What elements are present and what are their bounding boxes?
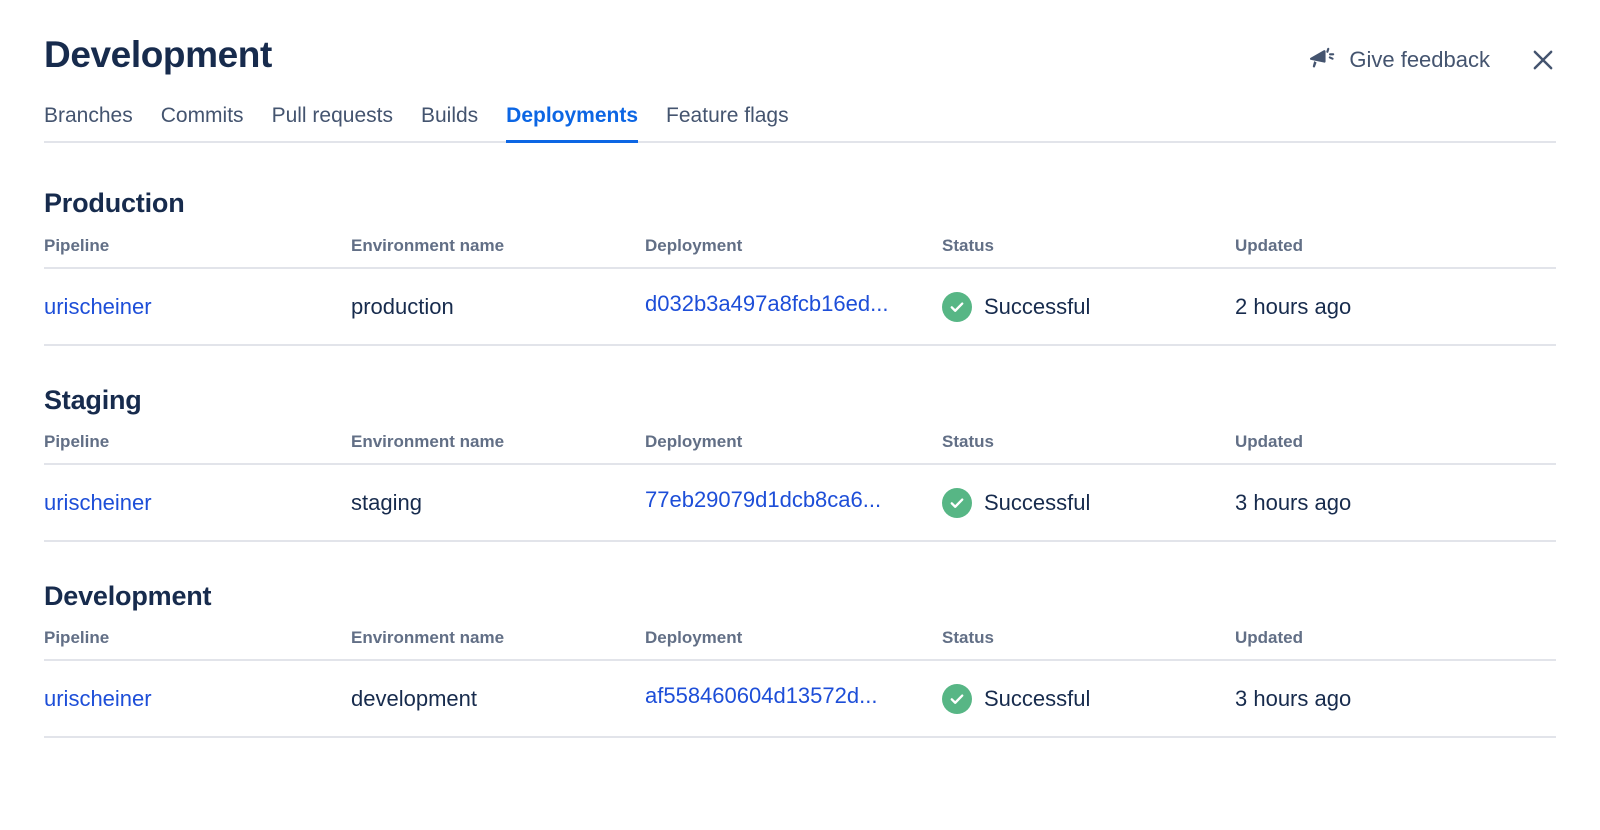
header-actions: Give feedback [1304, 34, 1560, 77]
tab-deployments[interactable]: Deployments [506, 103, 639, 144]
column-header-pipeline: Pipeline [44, 628, 351, 662]
pipeline-link[interactable]: urischeiner [44, 489, 152, 515]
column-header-status: Status [942, 431, 1235, 465]
column-header-deployment: Deployment [645, 235, 942, 269]
pipeline-link[interactable]: urischeiner [44, 686, 152, 712]
give-feedback-button[interactable]: Give feedback [1304, 43, 1492, 77]
section-title: Development [44, 580, 212, 611]
tab-feature-flags[interactable]: Feature flags [666, 103, 789, 143]
tab-pull-requests[interactable]: Pull requests [272, 103, 393, 143]
tab-branches[interactable]: Branches [44, 103, 133, 143]
column-header-environment: Environment name [351, 235, 645, 269]
deployments-table: Pipeline Environment name Deployment Status… [44, 235, 1556, 346]
tab-commits[interactable]: Commits [161, 103, 244, 143]
cell-environment-name: development [351, 660, 645, 739]
environment-section: Production Pipeline Environment name Deploy… [44, 187, 1556, 346]
close-button[interactable] [1526, 43, 1560, 77]
check-circle-icon [942, 684, 972, 715]
status-label: Successful [984, 686, 1091, 712]
cell-updated: 3 hours ago [1235, 660, 1556, 739]
close-icon [1529, 46, 1557, 74]
environment-section: Development Pipeline Environment name Deplo… [44, 580, 1556, 739]
table-header-row: Pipeline Environment name Deployment Status… [44, 235, 1556, 269]
environment-section: Staging Pipeline Environment name Deploymen… [44, 384, 1556, 542]
deployment-link[interactable]: 77eb29079d1dcb8ca6... [645, 486, 882, 512]
column-header-pipeline: Pipeline [44, 431, 351, 465]
column-header-pipeline: Pipeline [44, 235, 351, 269]
check-circle-icon [942, 487, 972, 518]
status-badge: Successful [942, 487, 1235, 518]
cell-environment-name: production [351, 267, 645, 346]
column-header-status: Status [942, 235, 1235, 269]
section-title: Production [44, 188, 185, 219]
page-header: Development Give feedback [0, 0, 1600, 77]
column-header-updated: Updated [1235, 628, 1556, 662]
cell-environment-name: staging [351, 463, 645, 542]
column-header-environment: Environment name [351, 628, 645, 662]
column-header-updated: Updated [1235, 431, 1556, 465]
column-header-deployment: Deployment [645, 628, 942, 662]
table-row: urischeiner staging 77eb29079d1dcb8ca6... S… [44, 463, 1556, 542]
deployments-table: Pipeline Environment name Deployment Status… [44, 431, 1556, 542]
column-header-updated: Updated [1235, 235, 1556, 269]
page-title: Development [44, 34, 272, 75]
cell-pipeline: urischeiner [44, 463, 351, 542]
tab-list: Branches Commits Pull requests Builds Deploy… [44, 103, 1556, 144]
cell-deployment: 77eb29079d1dcb8ca6... [645, 463, 942, 542]
status-label: Successful [984, 293, 1091, 319]
status-label: Successful [984, 489, 1091, 515]
tabs-container: Branches Commits Pull requests Builds Deploy… [0, 103, 1600, 144]
cell-status: Successful [942, 660, 1235, 739]
pipeline-link[interactable]: urischeiner [44, 293, 152, 319]
deployments-table: Pipeline Environment name Deployment Status… [44, 628, 1556, 739]
deployments-content: Production Pipeline Environment name Deploy… [0, 187, 1600, 739]
table-row: urischeiner production d032b3a497a8fcb16ed… [44, 267, 1556, 346]
cell-deployment: af558460604d13572d... [645, 660, 942, 739]
column-header-deployment: Deployment [645, 431, 942, 465]
table-header-row: Pipeline Environment name Deployment Status… [44, 628, 1556, 662]
deployment-link[interactable]: d032b3a497a8fcb16ed... [645, 290, 889, 316]
tab-builds[interactable]: Builds [421, 103, 478, 143]
status-badge: Successful [942, 291, 1235, 322]
cell-status: Successful [942, 463, 1235, 542]
megaphone-icon [1306, 45, 1336, 75]
column-header-environment: Environment name [351, 431, 645, 465]
give-feedback-label: Give feedback [1349, 47, 1490, 72]
cell-updated: 3 hours ago [1235, 463, 1556, 542]
cell-pipeline: urischeiner [44, 660, 351, 739]
section-title: Staging [44, 384, 142, 415]
column-header-status: Status [942, 628, 1235, 662]
table-header-row: Pipeline Environment name Deployment Status… [44, 431, 1556, 465]
deployment-link[interactable]: af558460604d13572d... [645, 683, 878, 709]
table-row: urischeiner development af558460604d13572d… [44, 660, 1556, 739]
cell-pipeline: urischeiner [44, 267, 351, 346]
cell-status: Successful [942, 267, 1235, 346]
check-circle-icon [942, 291, 972, 322]
cell-updated: 2 hours ago [1235, 267, 1556, 346]
status-badge: Successful [942, 684, 1235, 715]
cell-deployment: d032b3a497a8fcb16ed... [645, 267, 942, 346]
